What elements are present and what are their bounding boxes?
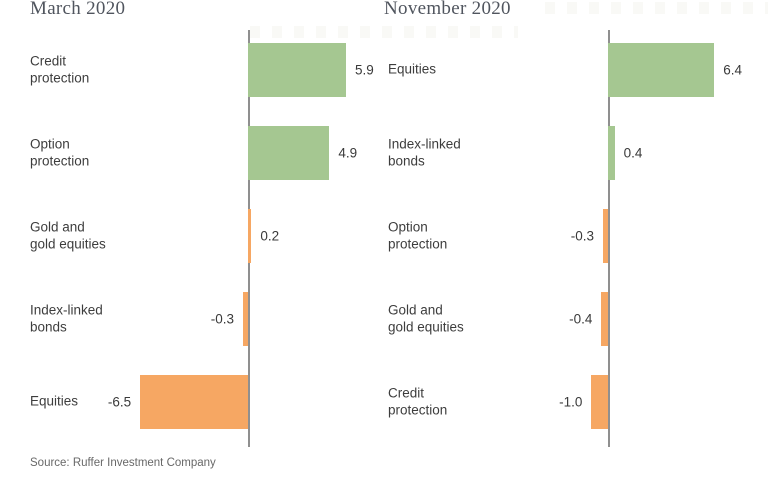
chart-title: March 2020: [30, 0, 126, 19]
category-label: Option protection: [388, 219, 448, 251]
value-label: -6.5: [107, 394, 132, 410]
bar: [248, 209, 252, 263]
bar: [140, 375, 248, 429]
category-label: Equities: [388, 61, 437, 77]
category-label: Index-linked bonds: [388, 136, 461, 168]
category-label: Gold and gold equities: [388, 302, 464, 334]
bar: [603, 209, 608, 263]
chart-panel-march-2020: March 2020 Credit protection 5.9 Option pr…: [30, 0, 374, 447]
chart-title: November 2020: [384, 0, 511, 19]
value-label: 0.4: [623, 145, 643, 161]
value-label: -0.4: [569, 311, 593, 327]
category-label: Index-linked bonds: [30, 302, 103, 334]
value-label: 5.9: [354, 62, 374, 78]
category-label: Gold and gold equities: [30, 219, 106, 251]
bar: [608, 43, 715, 97]
bar: [601, 292, 608, 346]
top-dashes-decoration: [250, 26, 518, 38]
value-label: 0.2: [260, 228, 280, 244]
category-label: Credit protection: [30, 53, 90, 85]
value-label: 4.9: [338, 145, 358, 161]
top-dashes-decoration: [545, 2, 768, 14]
bar: [591, 375, 608, 429]
axis-line: [608, 30, 610, 447]
bar: [608, 126, 615, 180]
bar: [243, 292, 248, 346]
category-label: Equities: [30, 393, 79, 409]
value-label: -0.3: [210, 311, 235, 327]
category-label: Credit protection: [388, 385, 448, 417]
chart-panel-november-2020: November 2020 Equities 6.4 Index-linked bo…: [384, 0, 768, 478]
value-label: -0.3: [570, 228, 595, 244]
bar: [248, 43, 346, 97]
value-label: -1.0: [559, 394, 583, 410]
source-note: Source: Ruffer Investment Company: [30, 457, 216, 469]
category-label: Option protection: [30, 136, 90, 168]
bar: [248, 126, 330, 180]
value-label: 6.4: [723, 62, 743, 78]
